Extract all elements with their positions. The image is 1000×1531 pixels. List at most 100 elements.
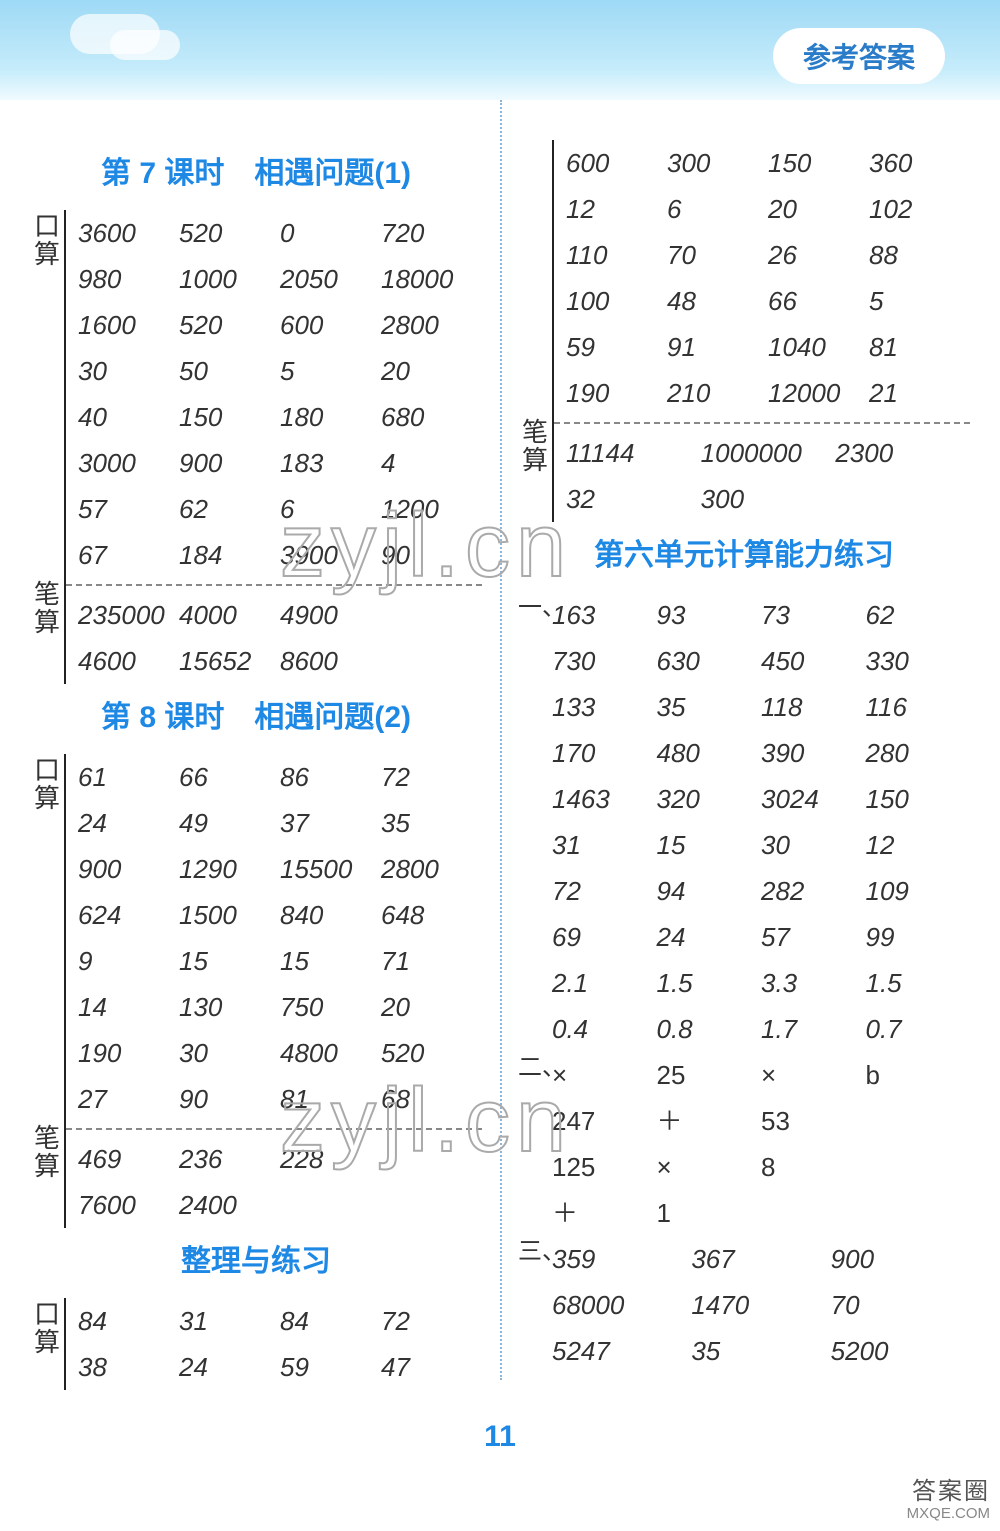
table-cell: 90 (381, 532, 482, 578)
table-row: 14633203024150 (552, 776, 970, 822)
bisuan-block: 笔 算 111441000000230032300 (518, 416, 970, 522)
bisuan-label: 笔 算 (30, 578, 64, 684)
table-cell: 150 (866, 776, 971, 822)
part-label: 二、 (518, 1052, 552, 1236)
table-cell: 66 (179, 754, 280, 800)
table-row: 6241500840648 (78, 892, 482, 938)
table-row: 13335118116 (552, 684, 970, 730)
table-cell: 247 (552, 1098, 657, 1144)
table-cell: 4600 (78, 638, 179, 684)
table-cell: 26 (768, 232, 869, 278)
table-cell (381, 1136, 482, 1182)
table-cell: 1470 (691, 1282, 830, 1328)
page-header: 参考答案 (0, 0, 1000, 100)
table-cell: 5 (280, 348, 381, 394)
table-cell: 1463 (552, 776, 657, 822)
table-cell: 18000 (381, 256, 482, 302)
table-row: 110702688 (566, 232, 970, 278)
table-cell: 7600 (78, 1182, 179, 1228)
table-row: 76002400 (78, 1182, 482, 1228)
table-cell: 8600 (280, 638, 381, 684)
table-cell (381, 638, 482, 684)
table-cell: 49 (179, 800, 280, 846)
table-cell: 750 (280, 984, 381, 1030)
table-cell: 180 (280, 394, 381, 440)
footer-logo: 答案圈 MXQE.COM (907, 1481, 990, 1525)
content: 第 7 课时 相遇问题(1) 口 算 360052007209801000205… (0, 100, 1000, 1400)
table-cell: 20 (381, 984, 482, 1030)
page-number: 11 (0, 1420, 1000, 1454)
table-cell (866, 1190, 971, 1236)
table-cell: 70 (831, 1282, 970, 1328)
table-cell: 3600 (78, 210, 179, 256)
table-cell: 3.3 (761, 960, 866, 1006)
table-row: 32300 (566, 476, 970, 522)
table-row: 3050520 (78, 348, 482, 394)
table-cell: 4000 (179, 592, 280, 638)
table-cell: 35 (691, 1328, 830, 1374)
kousuan-label: 口 算 (30, 210, 64, 578)
kousuan-grid: 8431847238245947 (64, 1298, 482, 1390)
table-cell: 0.7 (866, 1006, 971, 1052)
table-cell: 57 (78, 486, 179, 532)
table-row: 31153012 (552, 822, 970, 868)
table-cell: 6 (280, 486, 381, 532)
table-cell: 35 (657, 684, 762, 730)
table-row: 23500040004900 (78, 592, 482, 638)
table-cell: 66 (768, 278, 869, 324)
table-cell: 730 (552, 638, 657, 684)
table-cell: 27 (78, 1076, 179, 1122)
table-row: 4600156528600 (78, 638, 482, 684)
table-cell: 520 (179, 302, 280, 348)
table-cell: 163 (552, 592, 657, 638)
table-cell: 38 (78, 1344, 179, 1390)
table-cell: 57 (761, 914, 866, 960)
table-cell: 15 (280, 938, 381, 984)
table-cell: 235000 (78, 592, 179, 638)
table-cell: 81 (869, 324, 970, 370)
table-cell: 15500 (280, 846, 381, 892)
table-cell: 360 (869, 140, 970, 186)
footer-line1: 答案圈 (907, 1481, 990, 1503)
table-cell: 37 (280, 800, 381, 846)
right-column: 6003001503601262010211070268810048665599… (500, 140, 970, 1390)
table-cell: 40 (78, 394, 179, 440)
table-cell: 116 (866, 684, 971, 730)
kousuan-grid: 6003001503601262010211070268810048665599… (552, 140, 970, 416)
table-cell: 648 (381, 892, 482, 938)
table-cell: 30 (179, 1030, 280, 1076)
table-row: 359367900 (552, 1236, 970, 1282)
bisuan-block: 笔 算 46923622876002400 (30, 1122, 482, 1228)
left-column: 第 7 课时 相遇问题(1) 口 算 360052007209801000205… (30, 140, 500, 1390)
table-cell: 2300 (835, 430, 970, 476)
table-cell: 71 (381, 938, 482, 984)
table-cell: 68 (381, 1076, 482, 1122)
table-row: 730630450330 (552, 638, 970, 684)
table-cell: ＋ (552, 1190, 657, 1236)
header-badge: 参考答案 (773, 28, 945, 84)
table-cell: 150 (768, 140, 869, 186)
table-row: 9151571 (78, 938, 482, 984)
table-cell: 300 (667, 140, 768, 186)
table-cell: 0.4 (552, 1006, 657, 1052)
table-cell: 390 (761, 730, 866, 776)
table-cell: 600 (566, 140, 667, 186)
table-row: 27908168 (78, 1076, 482, 1122)
table-cell: 53 (761, 1098, 866, 1144)
table-cell: 520 (179, 210, 280, 256)
table-cell: 90 (179, 1076, 280, 1122)
table-cell: 630 (657, 638, 762, 684)
table-cell: 94 (657, 868, 762, 914)
table-cell: 59 (566, 324, 667, 370)
table-cell (866, 1144, 971, 1190)
kousuan-grid: 3600520072098010002050180001600520600280… (64, 210, 482, 578)
table-cell: 20 (381, 348, 482, 394)
table-row: 7294282109 (552, 868, 970, 914)
table-cell: 84 (78, 1298, 179, 1344)
table-cell: 15652 (179, 638, 280, 684)
table-cell (381, 1182, 482, 1228)
table-cell: 1.5 (657, 960, 762, 1006)
table-cell: 840 (280, 892, 381, 938)
table-cell: 31 (552, 822, 657, 868)
table-cell: × (552, 1052, 657, 1098)
